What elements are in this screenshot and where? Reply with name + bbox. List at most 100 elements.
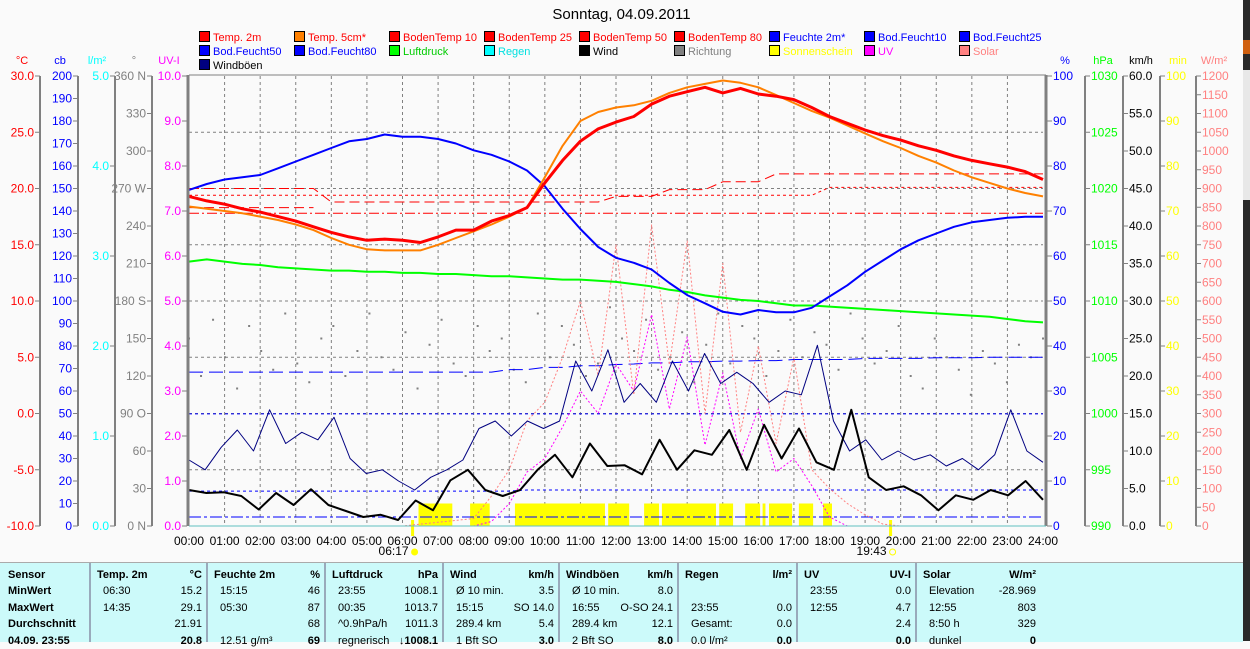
x-tick-label: 23:00 xyxy=(992,534,1022,548)
axis-tick-label: 20 xyxy=(59,474,73,488)
legend-item-bod-feucht50[interactable]: Bod.Feucht50 xyxy=(199,45,282,58)
legend-label: Bod.Feucht50 xyxy=(213,46,282,58)
series-temp-2m xyxy=(188,85,1044,244)
axis-tick-label: 1.0 xyxy=(164,474,181,488)
legend-item-bodentemp-10[interactable]: BodenTemp 10 xyxy=(389,31,477,44)
axis-unit-label: cb xyxy=(54,55,66,67)
legend-label: Temp. 5cm* xyxy=(308,32,367,44)
axis-tick-label: 15.0 xyxy=(1129,407,1153,421)
legend-item-bodentemp-80[interactable]: BodenTemp 80 xyxy=(674,31,762,44)
wind-direction-point xyxy=(224,356,227,359)
x-tick-label: 18:00 xyxy=(814,534,844,548)
axis-tick-label: 700 xyxy=(1202,257,1222,271)
axis-unit-label: hPa xyxy=(1093,55,1113,67)
axis-tick-label: 210 xyxy=(126,257,146,271)
axis-tick-label: 50 xyxy=(1166,294,1180,308)
axis-tick-label: 25.0 xyxy=(11,125,35,139)
wind-direction-point xyxy=(320,337,323,340)
column-unit: km/h xyxy=(647,569,673,581)
legend-color-swatch xyxy=(864,31,875,42)
x-tick-label: 24:00 xyxy=(1028,534,1058,548)
column-header: Solar xyxy=(923,569,951,581)
cell-time: Ø 10 min. xyxy=(572,585,620,597)
axis-tick-label: 6.0 xyxy=(164,249,181,263)
axis-wm2: 0 50 100 150 200 250 300 350 400 450 500 550 600 650 7… xyxy=(1195,55,1229,533)
legend-color-swatch xyxy=(199,59,210,70)
legend-item-bodentemp-50[interactable]: BodenTemp 50 xyxy=(579,31,667,44)
wind-direction-point xyxy=(404,331,407,334)
legend-label: Wind xyxy=(593,46,619,58)
axis-tick-label: 0.0 xyxy=(1129,519,1146,533)
legend-item-richtung[interactable]: Richtung xyxy=(674,45,731,58)
column-unit: l/m² xyxy=(772,569,792,581)
wind-direction-point xyxy=(488,350,491,352)
legend-item-wind[interactable]: Wind xyxy=(579,45,618,58)
axis-tick-label: 150 xyxy=(126,332,146,346)
stats-column-sensor: Sensor MinWert MaxWert Durchschnitt 04.09. 2… xyxy=(0,563,89,647)
axis-tick-label: 120 xyxy=(126,369,146,383)
cell-value: 329 xyxy=(1017,618,1036,630)
legend-item-sonnenschein[interactable]: Sonnenschein xyxy=(769,45,853,58)
wind-direction-point xyxy=(657,368,660,371)
axis-tick-label: 1015 xyxy=(1091,238,1118,252)
legend-item-feuchte-2m[interactable]: Feuchte 2m* xyxy=(769,31,845,44)
legend-item-bod-feucht10[interactable]: Bod.Feucht10 xyxy=(864,31,947,44)
wind-direction-point xyxy=(536,312,539,315)
axis-tick-label: 1000 xyxy=(1091,407,1118,421)
wind-direction-point xyxy=(572,343,575,346)
axis-tick-label: 300 xyxy=(126,144,146,158)
wind-direction-point xyxy=(765,375,768,377)
wind-direction-point xyxy=(633,350,636,352)
legend-color-swatch xyxy=(199,45,210,56)
legend-item-bod-feucht80[interactable]: Bod.Feucht80 xyxy=(294,45,377,58)
legend-item-regen[interactable]: Regen xyxy=(484,45,530,58)
axis-tick-label: 90 xyxy=(1166,114,1180,128)
wind-direction-point xyxy=(428,343,431,346)
column-unit: °C xyxy=(189,569,202,581)
axis-tick-label: 1150 xyxy=(1202,88,1228,102)
axis-tick-label: 800 xyxy=(1202,219,1222,233)
wind-direction-point xyxy=(981,350,984,352)
axis-tick-label: 140 xyxy=(52,204,72,218)
x-tick-label: 06:00 xyxy=(387,534,417,548)
cell-value: 87 xyxy=(307,601,320,614)
wind-direction-point xyxy=(332,325,335,327)
legend-item-solar[interactable]: Solar xyxy=(959,45,999,58)
wind-direction-point xyxy=(236,387,239,390)
axis-dir: 0 N 30 60 90 O 120 150 180 S 210 240 270 W 300 330 3… xyxy=(111,55,153,533)
axis-unit-label: min xyxy=(1169,55,1187,67)
axis-tick-label: 35.0 xyxy=(1129,257,1153,271)
axis-tick-label: 7.0 xyxy=(164,204,181,218)
legend-item-bod-feucht25[interactable]: Bod.Feucht25 xyxy=(959,31,1042,44)
wind-direction-point xyxy=(897,325,900,327)
x-tick-label: 12:00 xyxy=(601,534,631,548)
legend-item-luftdruck[interactable]: Luftdruck xyxy=(389,45,448,58)
legend-item-temp-2m[interactable]: Temp. 2m xyxy=(199,31,261,44)
axis-tick-label: 550 xyxy=(1202,313,1222,327)
legend-item-temp-5cm[interactable]: Temp. 5cm* xyxy=(294,31,366,44)
axis-tick-label: 25.0 xyxy=(1129,332,1153,346)
axis-tick-label: 30.0 xyxy=(11,69,35,83)
desktop-background xyxy=(1243,0,1250,641)
legend-label: Regen xyxy=(498,46,531,58)
axis-tick-label: 1200 xyxy=(1202,69,1229,83)
cell-value: 12.1 xyxy=(651,618,673,630)
axis-tick-label: 10 xyxy=(1166,474,1180,488)
axis-tick-label: 40 xyxy=(1053,339,1067,353)
legend-item-bodentemp-25[interactable]: BodenTemp 25 xyxy=(484,31,572,44)
stats-column-regen: Regen l/m² 23:55 0.0 Gesamt: 0.0 0.0 l/m² 0.0 xyxy=(677,563,798,647)
legend-item-uv[interactable]: UV xyxy=(864,45,893,58)
x-tick-label: 21:00 xyxy=(921,534,951,548)
legend-color-swatch xyxy=(674,31,685,42)
wind-direction-point xyxy=(945,356,948,359)
axis-tick-label: 50 xyxy=(1053,294,1067,308)
axis-tick-label: 0 xyxy=(65,519,72,533)
x-tick-label: 05:00 xyxy=(352,534,382,548)
wind-direction-point xyxy=(260,350,263,352)
legend-item-windb-en[interactable]: Windböen xyxy=(199,59,263,72)
axis-tick-label: 100 xyxy=(52,294,72,308)
axis-tick-label: 90 O xyxy=(120,407,146,421)
axis-tick-label: 30 xyxy=(1166,384,1180,398)
wind-direction-point xyxy=(296,362,299,365)
axis-tick-label: 70 xyxy=(1166,204,1180,218)
